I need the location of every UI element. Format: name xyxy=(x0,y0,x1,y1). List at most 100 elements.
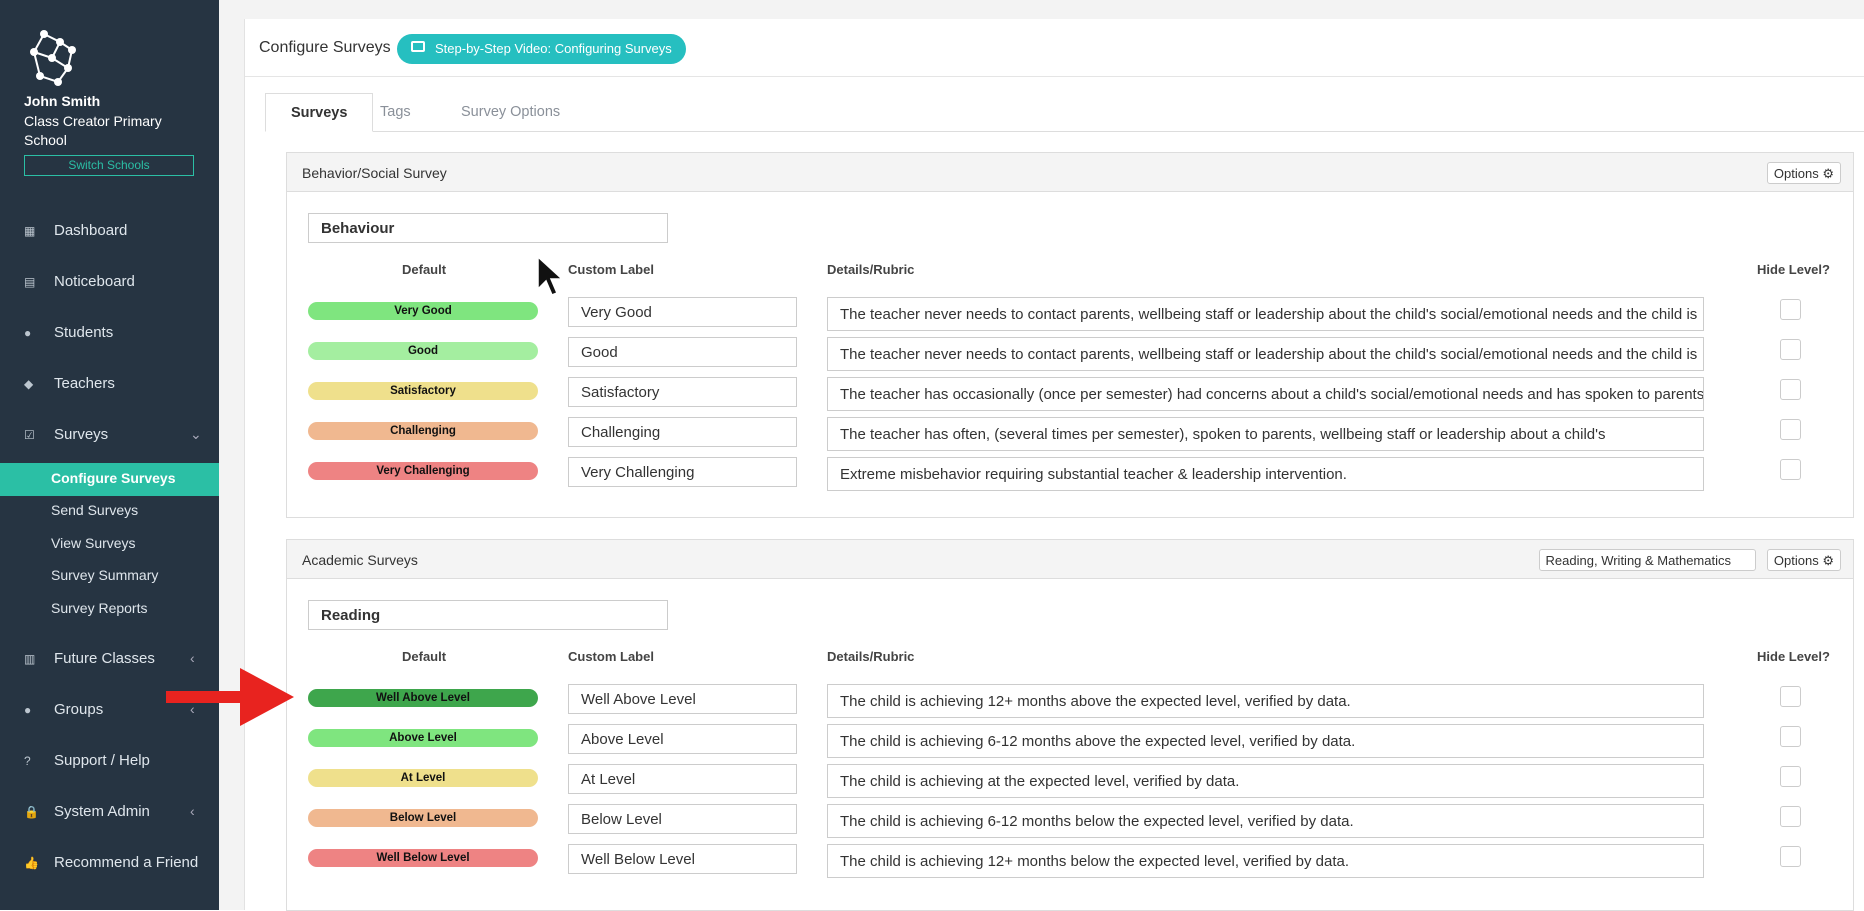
subnav-item[interactable]: Send Surveys xyxy=(51,502,139,518)
nav-item[interactable]: ● Students xyxy=(24,324,113,341)
default-level-pill: Above Level xyxy=(308,729,538,747)
details-textarea[interactable]: The child is achieving 6-12 months below… xyxy=(827,804,1704,838)
nav-item[interactable]: ☑ Surveys xyxy=(24,426,108,443)
nav-icon: ? xyxy=(24,754,31,768)
logo xyxy=(30,30,76,86)
details-textarea[interactable]: The child is achieving 6-12 months above… xyxy=(827,724,1704,758)
default-level-pill: Good xyxy=(308,342,538,360)
hide-level-checkbox[interactable] xyxy=(1780,726,1801,747)
details-textarea[interactable]: The child is achieving at the expected l… xyxy=(827,764,1704,798)
video-button[interactable]: Step-by-Step Video: Configuring Surveys xyxy=(397,34,686,64)
nav-item[interactable]: ▦ Dashboard xyxy=(24,222,127,239)
nav-item[interactable]: 🔒 System Admin xyxy=(24,803,150,820)
nav-label: Students xyxy=(54,324,114,341)
column-header: Details/Rubric xyxy=(827,649,915,664)
custom-label-input[interactable]: Very Challenging xyxy=(568,457,797,487)
subnav-item[interactable]: Survey Reports xyxy=(51,600,148,616)
nav-label: Teachers xyxy=(54,375,115,392)
switch-schools-button[interactable]: Switch Schools xyxy=(24,155,194,176)
default-level-pill: At Level xyxy=(308,769,538,787)
subnav-item[interactable]: Survey Summary xyxy=(51,567,159,583)
nav-icon: ▥ xyxy=(24,652,36,666)
nav-item[interactable]: ◆ Teachers xyxy=(24,375,115,392)
tab[interactable]: Survey Options xyxy=(461,104,561,120)
nav-item[interactable]: ? Support / Help xyxy=(24,752,150,769)
card-header: Academic Surveys Options ⚙ Reading, Writin… xyxy=(287,540,1853,579)
details-textarea[interactable]: The teacher never needs to contact paren… xyxy=(827,337,1704,371)
content-panel: Configure Surveys Step-by-Step Video: Con… xyxy=(244,19,1864,911)
survey-card: Behavior/Social Survey Options ⚙ Behaviour… xyxy=(286,152,1854,518)
hide-level-checkbox[interactable] xyxy=(1780,686,1801,707)
nav-item[interactable]: ▥ Future Classes xyxy=(24,650,155,667)
default-level-pill: Challenging xyxy=(308,422,538,440)
custom-label-input[interactable]: Well Above Level xyxy=(568,684,797,714)
nav-label: Support / Help xyxy=(54,752,150,769)
nav-item[interactable]: 👍 Recommend a Friend xyxy=(24,854,198,871)
default-level-pill: Satisfactory xyxy=(308,382,538,400)
section-input[interactable]: Reading xyxy=(308,600,668,630)
custom-label-input[interactable]: At Level xyxy=(568,764,797,794)
card-header: Behavior/Social Survey Options ⚙ xyxy=(287,153,1853,192)
sidebar: John Smith Class Creator Primary School Sw… xyxy=(0,0,219,910)
details-textarea[interactable]: Extreme misbehavior requiring substantia… xyxy=(827,457,1704,491)
custom-label-input[interactable]: Below Level xyxy=(568,804,797,834)
details-textarea[interactable]: The teacher has often, (several times pe… xyxy=(827,417,1704,451)
nav-label: Recommend a Friend xyxy=(54,854,199,871)
nav-caret: ‹ xyxy=(190,803,195,819)
divider xyxy=(245,76,1864,77)
default-level-pill: Very Good xyxy=(308,302,538,320)
nav-label: Surveys xyxy=(54,426,109,443)
custom-label-input[interactable]: Well Below Level xyxy=(568,844,797,874)
hide-level-checkbox[interactable] xyxy=(1780,806,1801,827)
custom-label-input[interactable]: Very Good xyxy=(568,297,797,327)
hide-level-checkbox[interactable] xyxy=(1780,379,1801,400)
nav-label: Noticeboard xyxy=(54,273,135,290)
nav-label: System Admin xyxy=(54,803,150,820)
survey-dropdown[interactable]: Reading, Writing & Mathematics xyxy=(1538,549,1756,571)
card-title: Behavior/Social Survey xyxy=(302,165,447,181)
hide-level-checkbox[interactable] xyxy=(1780,419,1801,440)
nav-icon: ☑ xyxy=(24,428,35,442)
default-level-pill: Well Below Level xyxy=(308,849,538,867)
details-textarea[interactable]: The child is achieving 12+ months above … xyxy=(827,684,1704,718)
column-header: Hide Level? xyxy=(1757,649,1830,664)
nav-label: Dashboard xyxy=(54,222,128,239)
hide-level-checkbox[interactable] xyxy=(1780,299,1801,320)
nav-icon: ▤ xyxy=(24,275,36,289)
custom-label-input[interactable]: Challenging xyxy=(568,417,797,447)
options-button[interactable]: Options ⚙ xyxy=(1766,549,1841,571)
column-header: Default xyxy=(402,649,447,664)
nav-item[interactable]: ▤ Noticeboard xyxy=(24,273,135,290)
cursor xyxy=(537,255,564,296)
tab[interactable]: Tags xyxy=(380,104,411,120)
nav-icon: 🔒 xyxy=(24,805,39,819)
details-textarea[interactable]: The teacher has occasionally (once per s… xyxy=(827,377,1704,411)
subnav-item[interactable]: View Surveys xyxy=(51,535,136,551)
default-level-pill: Well Above Level xyxy=(308,689,538,707)
hide-level-checkbox[interactable] xyxy=(1780,339,1801,360)
card-title: Academic Surveys xyxy=(302,552,418,568)
custom-label-input[interactable]: Good xyxy=(568,337,797,367)
tab-bar-line xyxy=(265,131,1864,132)
details-textarea[interactable]: The teacher never needs to contact paren… xyxy=(827,297,1704,331)
main: Configure Surveys Step-by-Step Video: Con… xyxy=(219,0,1864,911)
hide-level-checkbox[interactable] xyxy=(1780,766,1801,787)
page-title: Configure Surveys xyxy=(259,39,391,56)
column-header: Custom Label xyxy=(568,649,654,664)
nav-icon: ▦ xyxy=(24,224,36,238)
details-textarea[interactable]: The child is achieving 12+ months below … xyxy=(827,844,1704,878)
section-input[interactable]: Behaviour xyxy=(308,213,668,243)
column-header: Details/Rubric xyxy=(827,262,915,277)
hide-level-checkbox[interactable] xyxy=(1780,846,1801,867)
tab[interactable]: Surveys xyxy=(265,93,374,132)
custom-label-input[interactable]: Satisfactory xyxy=(568,377,797,407)
subnav-item[interactable]: Configure Surveys xyxy=(51,470,176,486)
user-name: John Smith xyxy=(24,93,101,109)
nav-label: Future Classes xyxy=(54,650,155,667)
nav-item[interactable]: ● Groups xyxy=(24,701,103,718)
options-button[interactable]: Options ⚙ xyxy=(1766,162,1841,184)
active-highlight xyxy=(0,463,219,496)
hide-level-checkbox[interactable] xyxy=(1780,459,1801,480)
custom-label-input[interactable]: Above Level xyxy=(568,724,797,754)
